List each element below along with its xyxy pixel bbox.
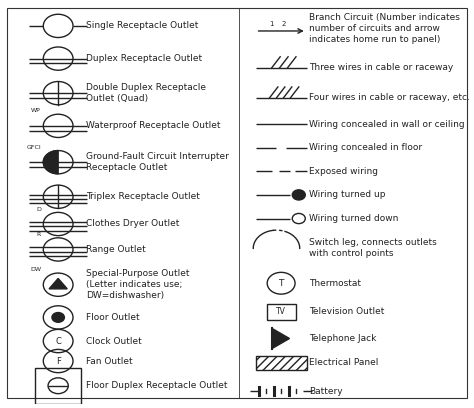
Bar <box>35 368 81 404</box>
Circle shape <box>292 213 305 224</box>
Text: Wiring concealed in wall or ceiling: Wiring concealed in wall or ceiling <box>309 120 465 129</box>
Text: Clothes Dryer Outlet: Clothes Dryer Outlet <box>86 220 179 228</box>
Text: WP: WP <box>31 109 41 113</box>
Circle shape <box>52 313 64 322</box>
Text: Three wires in cable or raceway: Three wires in cable or raceway <box>309 63 453 72</box>
Text: Double Duplex Receptacle
Outlet (Quad): Double Duplex Receptacle Outlet (Quad) <box>86 83 206 103</box>
Text: Fan Outlet: Fan Outlet <box>86 357 133 366</box>
Text: Exposed wiring: Exposed wiring <box>309 167 378 176</box>
Text: Electrical Panel: Electrical Panel <box>309 358 378 367</box>
Text: Floor Outlet: Floor Outlet <box>86 313 140 322</box>
Text: Four wires in cable or raceway, etc.: Four wires in cable or raceway, etc. <box>309 93 470 102</box>
Text: Waterproof Receptacle Outlet: Waterproof Receptacle Outlet <box>86 121 220 130</box>
Text: 1: 1 <box>270 21 274 27</box>
Text: Range Outlet: Range Outlet <box>86 245 146 254</box>
Text: DW: DW <box>30 267 41 272</box>
Text: C: C <box>55 337 61 346</box>
Text: Battery: Battery <box>309 387 343 396</box>
Text: Wiring turned up: Wiring turned up <box>309 191 385 200</box>
Text: Single Receptacle Outlet: Single Receptacle Outlet <box>86 21 199 30</box>
Polygon shape <box>49 278 67 289</box>
Text: Branch Circuit (Number indicates
number of circuits and arrow
indicates home run: Branch Circuit (Number indicates number … <box>309 13 460 44</box>
Text: F: F <box>56 357 61 366</box>
Polygon shape <box>272 328 290 349</box>
Text: Clock Outlet: Clock Outlet <box>86 337 142 346</box>
Text: Duplex Receptacle Outlet: Duplex Receptacle Outlet <box>86 54 202 63</box>
Text: Ground-Fault Circuit Interrupter
Receptacle Outlet: Ground-Fault Circuit Interrupter Recepta… <box>86 152 229 172</box>
Circle shape <box>292 190 305 200</box>
Bar <box>255 356 307 370</box>
Text: Special-Purpose Outlet
(Letter indicates use;
DW=dishwasher): Special-Purpose Outlet (Letter indicates… <box>86 269 190 300</box>
Text: Telephone Jack: Telephone Jack <box>309 334 376 343</box>
Text: 2: 2 <box>281 21 286 27</box>
Text: TV: TV <box>276 308 286 317</box>
Text: R: R <box>36 232 41 237</box>
Text: D: D <box>36 206 41 212</box>
Text: Thermostat: Thermostat <box>309 279 361 288</box>
Text: Triplex Receptacle Outlet: Triplex Receptacle Outlet <box>86 192 200 201</box>
Text: Wiring concealed in floor: Wiring concealed in floor <box>309 143 422 152</box>
Text: Switch leg, connects outlets
with control points: Switch leg, connects outlets with contro… <box>309 238 437 258</box>
Text: Wiring turned down: Wiring turned down <box>309 214 398 223</box>
Text: T: T <box>278 279 284 288</box>
Text: GFCI: GFCI <box>26 145 41 150</box>
Polygon shape <box>43 151 58 174</box>
Bar <box>267 304 295 320</box>
Text: Floor Duplex Receptacle Outlet: Floor Duplex Receptacle Outlet <box>86 381 228 390</box>
Text: Television Outlet: Television Outlet <box>309 308 384 317</box>
